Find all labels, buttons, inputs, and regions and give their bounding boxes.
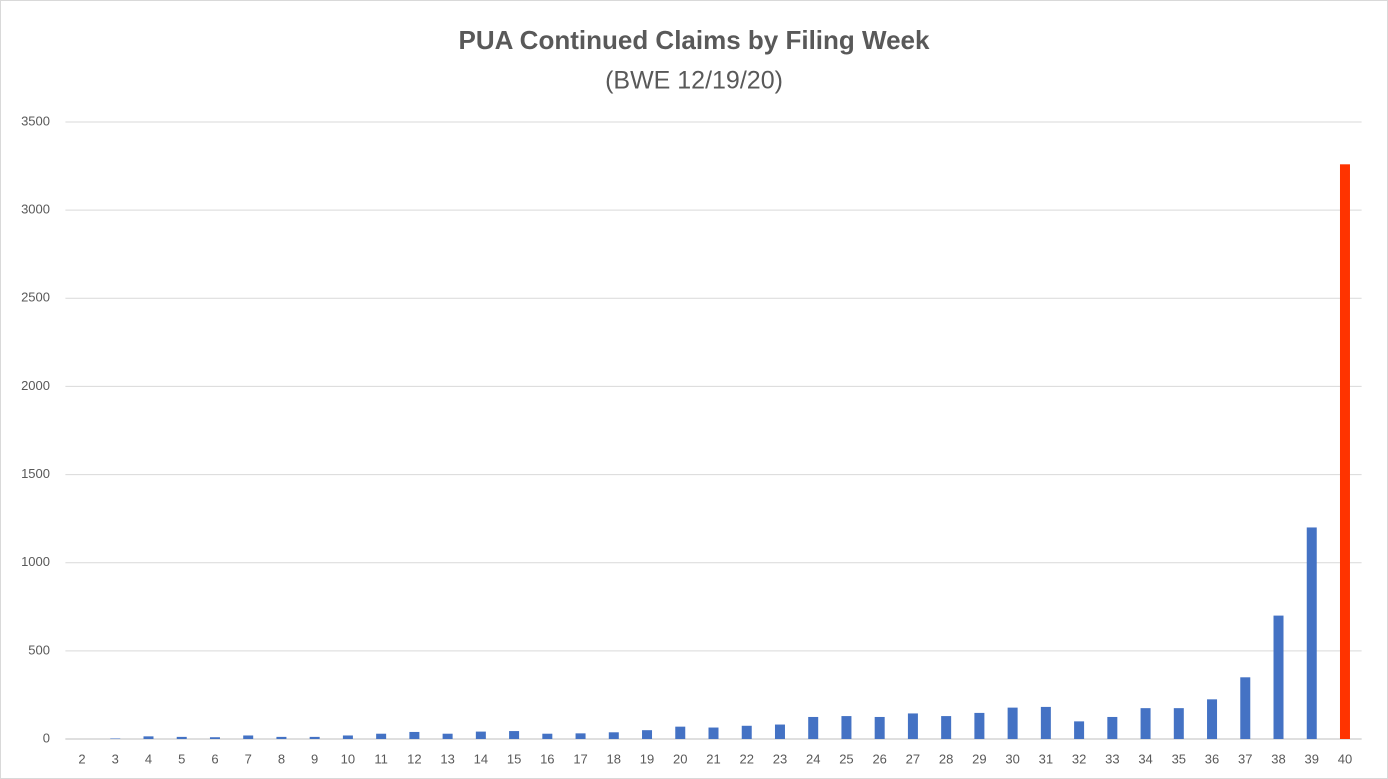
y-tick-label: 1000 <box>21 554 50 569</box>
x-tick-label: 20 <box>673 751 687 766</box>
bar <box>276 736 287 739</box>
chart-subtitle: (BWE 12/19/20) <box>605 67 783 95</box>
bar <box>1140 708 1151 739</box>
bar <box>1107 716 1118 739</box>
x-tick-label: 7 <box>245 751 252 766</box>
bar <box>1040 706 1051 739</box>
y-tick-label: 0 <box>43 730 50 745</box>
x-tick-label: 11 <box>374 751 388 766</box>
bar <box>442 733 453 739</box>
x-tick-label: 40 <box>1338 751 1352 766</box>
x-tick-label: 18 <box>607 751 621 766</box>
bar <box>974 712 985 739</box>
x-tick-label: 39 <box>1305 751 1319 766</box>
x-tick-label: 33 <box>1105 751 1119 766</box>
y-tick-label: 1500 <box>21 466 50 481</box>
bar <box>1074 721 1085 739</box>
x-tick-label: 27 <box>906 751 920 766</box>
x-tick-label: 10 <box>341 751 355 766</box>
x-tick-label: 36 <box>1205 751 1219 766</box>
x-tick-label: 3 <box>112 751 119 766</box>
y-tick-label: 2500 <box>21 290 50 305</box>
bar <box>808 716 819 739</box>
x-tick-label: 16 <box>540 751 554 766</box>
x-tick-label: 24 <box>806 751 820 766</box>
y-tick-label: 3500 <box>21 113 50 128</box>
x-tick-label: 28 <box>939 751 953 766</box>
x-tick-label: 31 <box>1039 751 1053 766</box>
y-tick-label: 3000 <box>21 202 50 217</box>
bar <box>475 731 486 739</box>
x-tick-label: 38 <box>1271 751 1285 766</box>
bar <box>575 733 586 739</box>
bar <box>176 736 187 739</box>
x-tick-label: 12 <box>407 751 421 766</box>
x-tick-label: 23 <box>773 751 787 766</box>
bar <box>110 738 121 739</box>
bar <box>1207 699 1218 739</box>
bar <box>642 730 653 739</box>
x-tick-label: 35 <box>1172 751 1186 766</box>
bar <box>509 731 520 739</box>
bar <box>1007 707 1018 739</box>
x-tick-label: 30 <box>1005 751 1019 766</box>
bar <box>874 716 885 739</box>
bar <box>309 736 320 739</box>
x-tick-label: 4 <box>145 751 152 766</box>
x-tick-label: 13 <box>440 751 454 766</box>
y-tick-label: 500 <box>28 642 50 657</box>
bar <box>342 735 353 739</box>
x-tick-label: 29 <box>972 751 986 766</box>
x-tick-label: 8 <box>278 751 285 766</box>
bar <box>243 735 254 739</box>
bar <box>741 725 752 739</box>
bar <box>376 733 387 739</box>
x-tick-label: 22 <box>740 751 754 766</box>
bar <box>143 736 154 739</box>
bar <box>708 727 719 739</box>
x-tick-label: 19 <box>640 751 654 766</box>
x-tick-label: 37 <box>1238 751 1252 766</box>
x-tick-label: 34 <box>1138 751 1152 766</box>
x-tick-label: 17 <box>573 751 587 766</box>
bar <box>907 713 918 739</box>
bar <box>542 733 553 739</box>
x-tick-label: 21 <box>706 751 720 766</box>
bar <box>409 731 420 739</box>
bar <box>1240 677 1251 739</box>
bar <box>209 737 220 739</box>
x-tick-label: 32 <box>1072 751 1086 766</box>
y-tick-label: 2000 <box>21 378 50 393</box>
x-tick-label: 6 <box>211 751 218 766</box>
x-tick-label: 14 <box>474 751 488 766</box>
bar <box>1273 615 1284 739</box>
x-tick-label: 9 <box>311 751 318 766</box>
bar <box>774 724 785 739</box>
bar <box>941 716 952 739</box>
x-tick-label: 15 <box>507 751 521 766</box>
bar <box>1339 164 1350 739</box>
bar <box>841 716 852 739</box>
x-tick-label: 5 <box>178 751 185 766</box>
x-tick-label: 25 <box>839 751 853 766</box>
bar <box>675 726 686 739</box>
bar <box>1306 527 1317 739</box>
bar <box>608 732 619 739</box>
x-tick-label: 2 <box>78 751 85 766</box>
chart-title: PUA Continued Claims by Filing Week <box>459 25 930 55</box>
x-tick-label: 26 <box>872 751 886 766</box>
bar <box>1173 708 1184 739</box>
